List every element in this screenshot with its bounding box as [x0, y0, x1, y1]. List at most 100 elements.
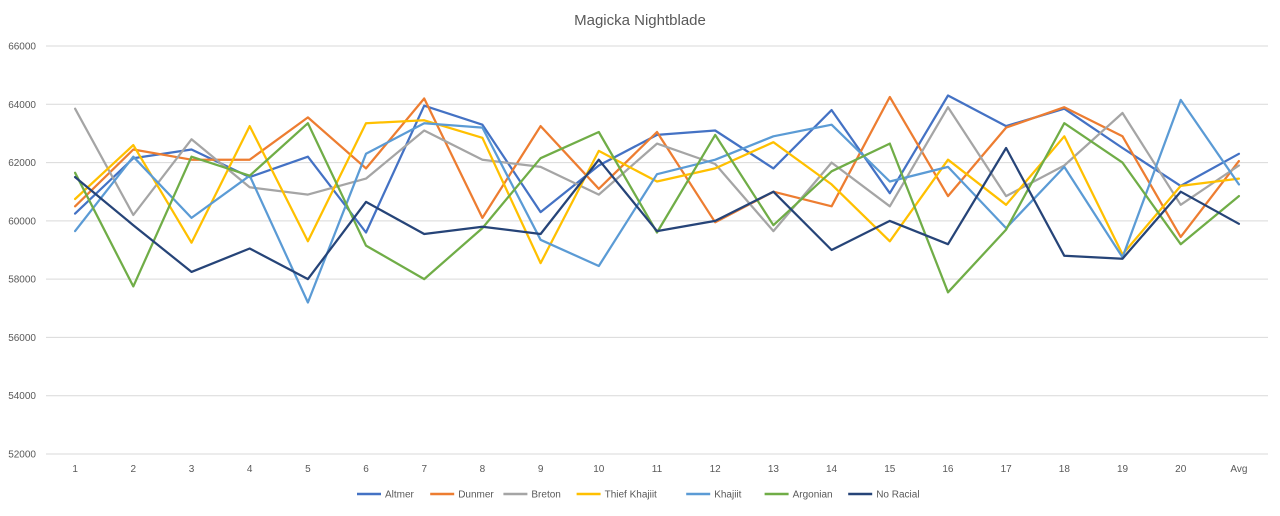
data-point — [831, 109, 833, 111]
data-point — [1238, 183, 1240, 185]
legend-label: Dunmer — [458, 490, 494, 501]
data-point — [481, 226, 483, 228]
data-point — [772, 141, 774, 143]
x-tick-label: 10 — [593, 464, 605, 475]
data-point — [1005, 147, 1007, 149]
x-tick-label: 17 — [1001, 464, 1013, 475]
legend-label: No Racial — [876, 490, 919, 501]
data-point — [1238, 223, 1240, 225]
data-point — [889, 220, 891, 222]
series-line-thief-khajiit — [73, 119, 1241, 265]
data-point — [772, 191, 774, 193]
data-point — [831, 205, 833, 207]
legend-item: Breton — [503, 490, 561, 501]
data-point — [365, 122, 367, 124]
data-point — [1180, 191, 1182, 193]
data-point — [656, 230, 658, 232]
legend-label: Altmer — [385, 490, 415, 501]
data-point — [714, 167, 716, 169]
data-point — [249, 248, 251, 250]
x-tick-label: 7 — [421, 464, 427, 475]
data-point — [1063, 135, 1065, 137]
data-point — [772, 167, 774, 169]
data-point — [481, 217, 483, 219]
x-tick-label: 18 — [1059, 464, 1071, 475]
x-tick-label: 19 — [1117, 464, 1129, 475]
data-point — [423, 122, 425, 124]
data-point — [1180, 236, 1182, 238]
data-point — [947, 95, 949, 97]
x-tick-label: 6 — [363, 464, 369, 475]
data-point — [1122, 135, 1124, 137]
data-point — [1005, 127, 1007, 129]
x-tick-label: 2 — [131, 464, 137, 475]
data-point — [656, 181, 658, 183]
data-point — [1063, 122, 1065, 124]
legend-item: Argonian — [764, 490, 833, 501]
x-tick-label: 3 — [189, 464, 195, 475]
data-point — [947, 291, 949, 293]
data-point — [772, 224, 774, 226]
x-tick-label: 1 — [72, 464, 78, 475]
data-point — [132, 156, 134, 158]
data-point — [365, 167, 367, 169]
data-point — [831, 183, 833, 185]
data-point — [1180, 243, 1182, 245]
x-tick-label: 13 — [768, 464, 780, 475]
x-tick-label: 16 — [942, 464, 954, 475]
data-point — [132, 285, 134, 287]
data-point — [714, 130, 716, 132]
x-tick-label: 8 — [480, 464, 486, 475]
data-point — [540, 262, 542, 264]
data-point — [1238, 178, 1240, 180]
data-point — [190, 217, 192, 219]
data-point — [1122, 162, 1124, 164]
data-point — [423, 233, 425, 235]
data-point — [423, 119, 425, 121]
y-tick-label: 60000 — [8, 216, 36, 227]
data-point — [307, 240, 309, 242]
data-point — [1122, 112, 1124, 114]
series-line-dunmer — [73, 95, 1241, 239]
x-axis-ticks: 1 2 3 4 5 6 7 8 9 10 11 12 13 14 15 16 17 18 19 20 Avg — [72, 464, 1247, 475]
x-tick-label: 4 — [247, 464, 253, 475]
data-point — [74, 108, 76, 110]
data-point — [772, 230, 774, 232]
data-point — [598, 194, 600, 196]
data-point — [1005, 204, 1007, 206]
data-point — [365, 178, 367, 180]
data-point — [249, 125, 251, 127]
data-point — [249, 159, 251, 161]
data-point — [1238, 160, 1240, 162]
data-point — [1180, 99, 1182, 101]
data-point — [1122, 147, 1124, 149]
data-point — [190, 138, 192, 140]
data-point — [365, 153, 367, 155]
x-tick-label: 9 — [538, 464, 544, 475]
data-point — [1238, 164, 1240, 166]
data-point — [831, 162, 833, 164]
y-tick-label: 54000 — [8, 391, 36, 402]
legend-label: Thief Khajiit — [605, 490, 657, 501]
data-point — [947, 106, 949, 108]
data-point — [1063, 106, 1065, 108]
x-tick-label: 5 — [305, 464, 311, 475]
data-point — [365, 245, 367, 247]
data-point — [190, 156, 192, 158]
data-point — [481, 137, 483, 139]
x-tick-label: 15 — [884, 464, 896, 475]
legend-label: Khajiit — [714, 490, 741, 501]
legend-item: Thief Khajiit — [576, 490, 657, 501]
data-point — [423, 105, 425, 107]
y-tick-label: 58000 — [8, 275, 36, 286]
data-point — [1063, 166, 1065, 168]
data-point — [423, 278, 425, 280]
data-point — [598, 159, 600, 161]
legend-item: Dunmer — [430, 490, 494, 501]
data-point — [1180, 185, 1182, 187]
data-point — [132, 144, 134, 146]
data-point — [423, 97, 425, 99]
data-point — [656, 173, 658, 175]
legend-label: Breton — [531, 490, 560, 501]
